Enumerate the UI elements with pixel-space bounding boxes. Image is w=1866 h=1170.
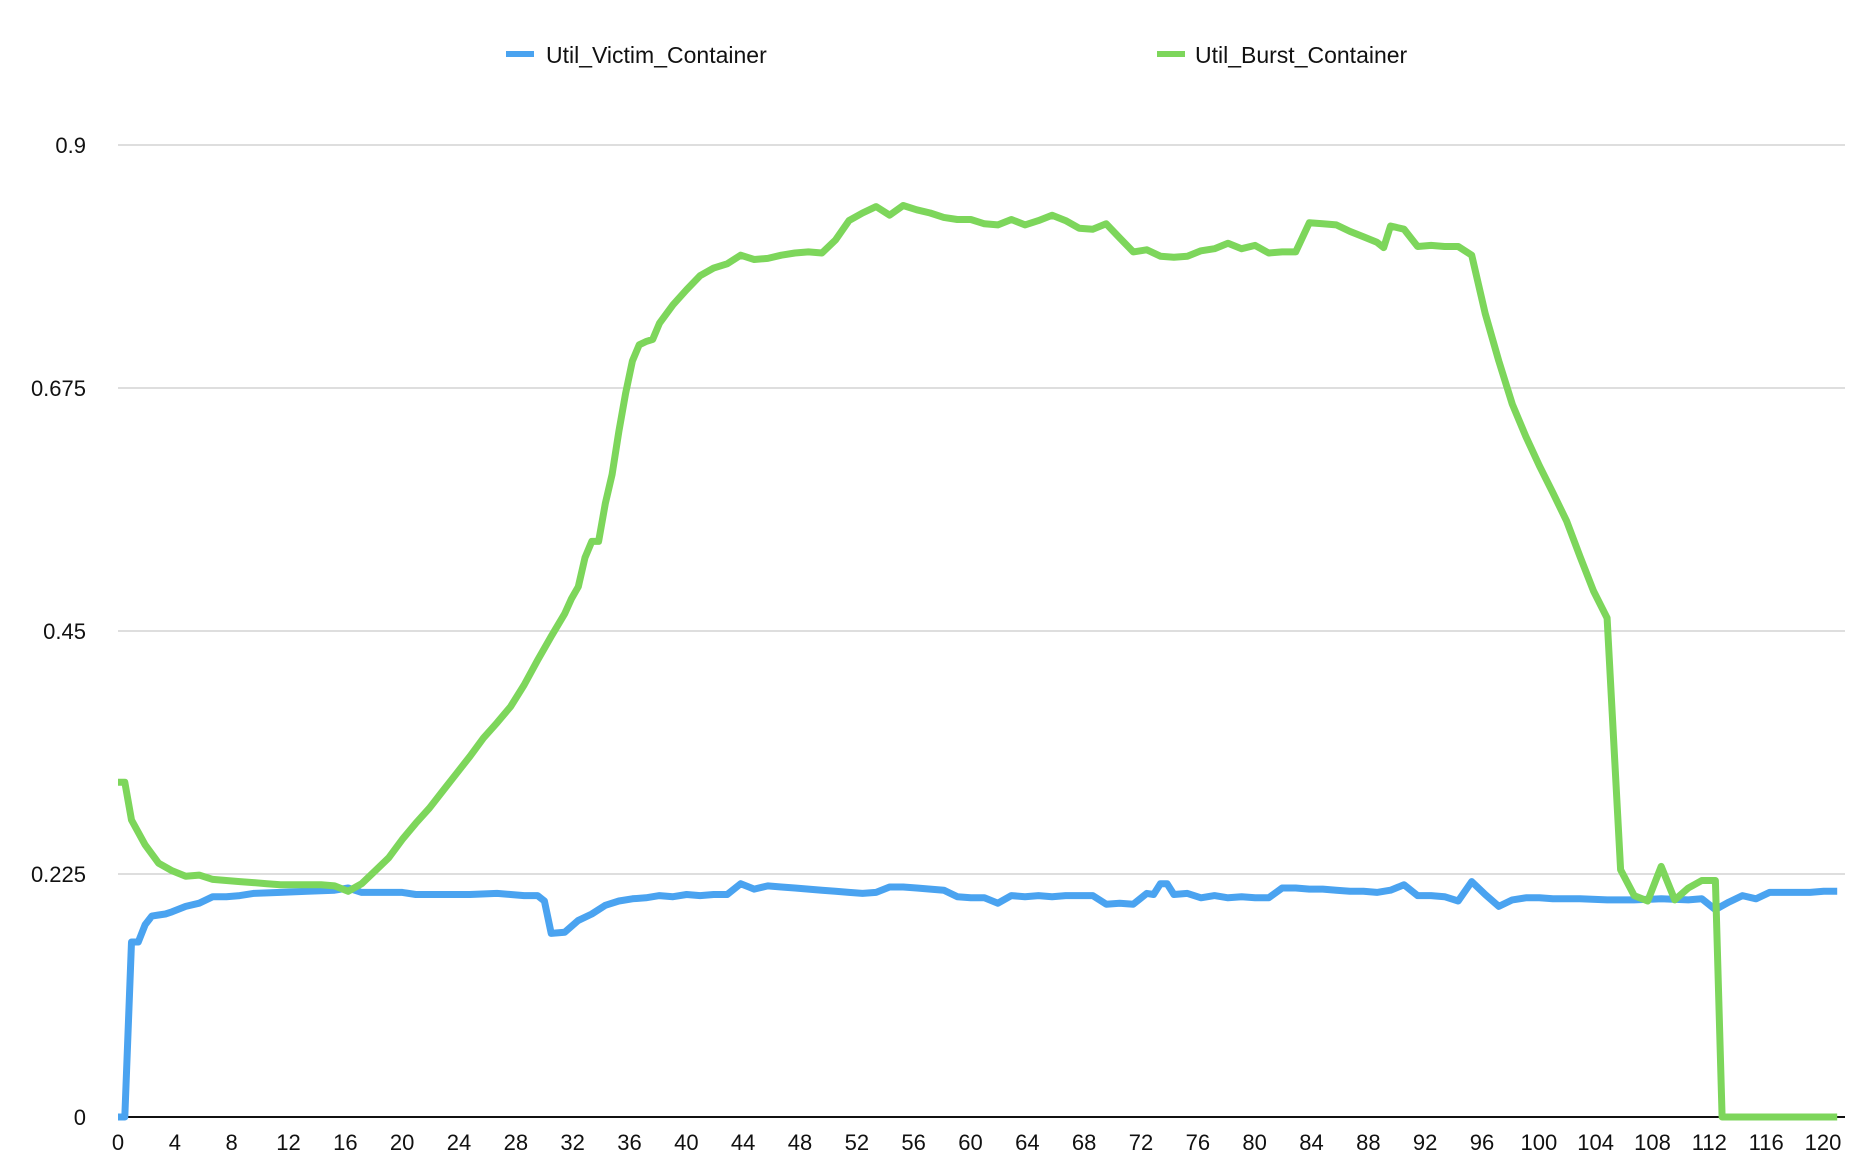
x-tick-label: 28 xyxy=(504,1130,528,1155)
x-tick-label: 84 xyxy=(1299,1130,1323,1155)
x-tick-label: 104 xyxy=(1577,1130,1614,1155)
x-tick-label: 24 xyxy=(447,1130,471,1155)
series-lines xyxy=(118,202,1838,1121)
x-tick-label: 20 xyxy=(390,1130,414,1155)
x-tick-label: 112 xyxy=(1692,1130,1727,1155)
y-tick-label: 0.675 xyxy=(31,376,86,401)
x-tick-label: 100 xyxy=(1520,1130,1557,1155)
x-tick-label: 80 xyxy=(1242,1130,1266,1155)
x-tick-label: 72 xyxy=(1129,1130,1153,1155)
x-tick-label: 4 xyxy=(169,1130,181,1155)
x-tick-label: 48 xyxy=(788,1130,812,1155)
x-tick-label: 60 xyxy=(958,1130,982,1155)
x-tick-label: 96 xyxy=(1470,1130,1494,1155)
series-line-util-victim-container xyxy=(118,878,1838,1121)
series-line-util-burst-container xyxy=(118,202,1838,1121)
x-tick-label: 88 xyxy=(1356,1130,1380,1155)
x-tick-label: 64 xyxy=(1015,1130,1039,1155)
x-tick-label: 16 xyxy=(333,1130,357,1155)
x-tick-label: 8 xyxy=(226,1130,238,1155)
y-tick-label: 0.9 xyxy=(55,133,86,158)
x-tick-label: 120 xyxy=(1805,1130,1842,1155)
x-tick-label: 76 xyxy=(1186,1130,1210,1155)
x-tick-label: 0 xyxy=(112,1130,124,1155)
legend-label: Util_Victim_Container xyxy=(546,42,767,68)
legend: Util_Victim_Container Util_Burst_Containe… xyxy=(506,42,1408,68)
x-tick-label: 68 xyxy=(1072,1130,1096,1155)
y-tick-label: 0.45 xyxy=(43,619,86,644)
x-tick-label: 52 xyxy=(845,1130,869,1155)
x-tick-label: 108 xyxy=(1634,1130,1671,1155)
x-tick-label: 40 xyxy=(674,1130,698,1155)
x-tick-label: 92 xyxy=(1413,1130,1437,1155)
y-tick-label: 0 xyxy=(74,1105,86,1130)
y-tick-label: 0.225 xyxy=(31,862,86,887)
x-tick-label: 116 xyxy=(1749,1130,1784,1155)
x-tick-label: 32 xyxy=(560,1130,584,1155)
x-tick-label: 56 xyxy=(901,1130,925,1155)
legend-label: Util_Burst_Container xyxy=(1195,42,1408,68)
x-tick-label: 12 xyxy=(276,1130,300,1155)
x-tick-label: 36 xyxy=(617,1130,641,1155)
x-tick-label: 44 xyxy=(731,1130,755,1155)
grid-lines xyxy=(118,144,1845,875)
